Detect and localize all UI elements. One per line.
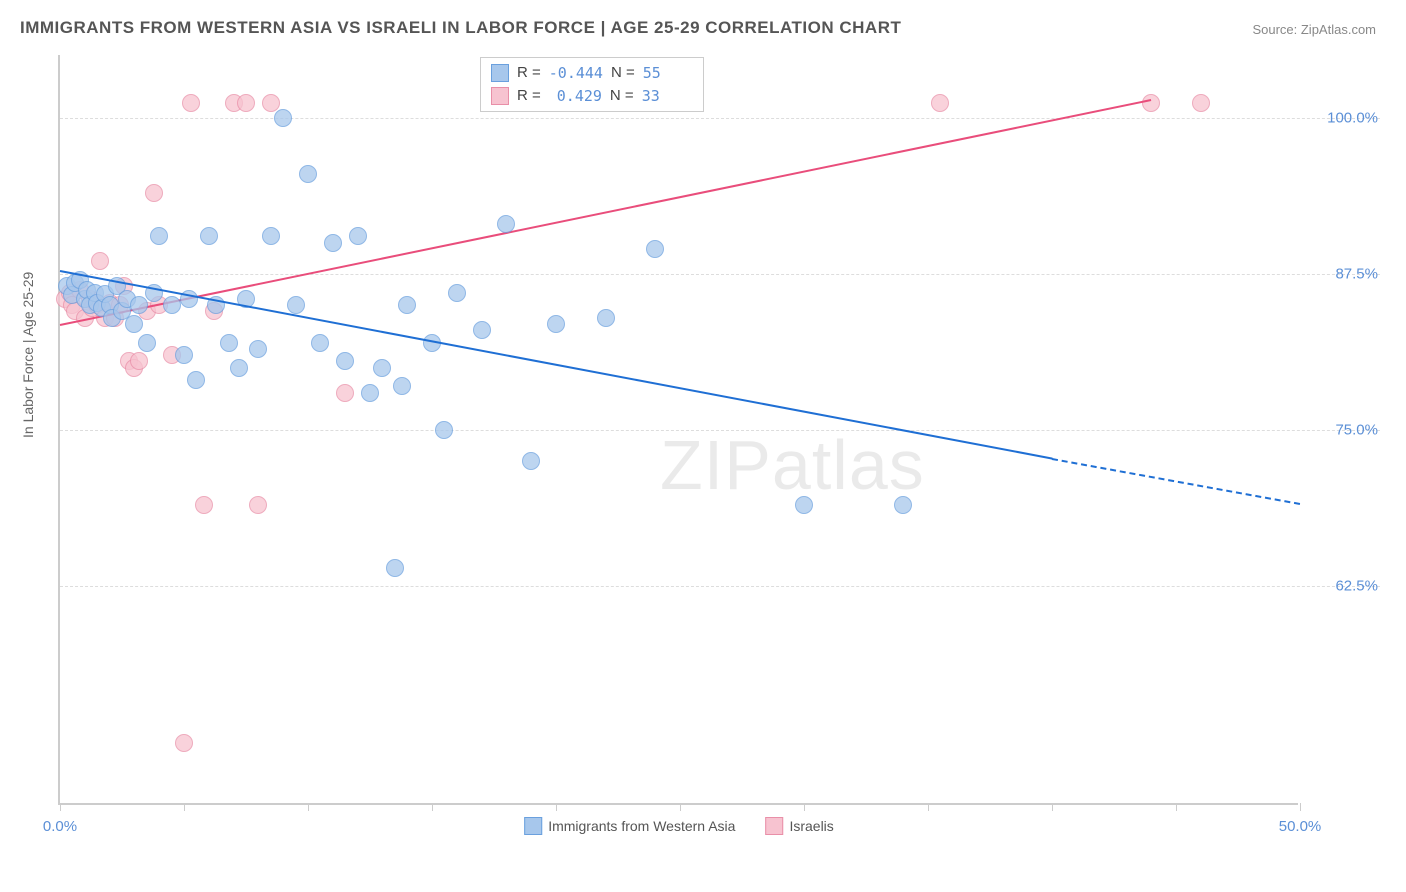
legend-row-series1: R = -0.444 N = 55 xyxy=(491,62,693,85)
scatter-point-series1 xyxy=(349,227,367,245)
scatter-point-series1 xyxy=(299,165,317,183)
scatter-point-series2 xyxy=(262,94,280,112)
scatter-point-series2 xyxy=(175,734,193,752)
x-tick xyxy=(308,803,309,811)
legend-label-series2: Israelis xyxy=(789,818,833,834)
y-tick-label: 87.5% xyxy=(1335,265,1378,282)
scatter-point-series1 xyxy=(311,334,329,352)
scatter-point-series1 xyxy=(200,227,218,245)
scatter-point-series2 xyxy=(1192,94,1210,112)
gridline xyxy=(60,118,1380,119)
y-tick-label: 100.0% xyxy=(1327,109,1378,126)
n-value-series2: 33 xyxy=(642,85,692,108)
trend-line xyxy=(60,270,1052,459)
scatter-point-series1 xyxy=(175,346,193,364)
legend-row-series2: R = 0.429 N = 33 xyxy=(491,85,693,108)
scatter-point-series2 xyxy=(336,384,354,402)
series-legend: Immigrants from Western Asia Israelis xyxy=(524,817,834,835)
legend-swatch-series1 xyxy=(491,64,509,82)
correlation-legend: R = -0.444 N = 55 R = 0.429 N = 33 xyxy=(480,57,704,112)
scatter-point-series1 xyxy=(130,296,148,314)
x-tick xyxy=(556,803,557,811)
scatter-point-series2 xyxy=(130,352,148,370)
x-tick xyxy=(432,803,433,811)
x-tick xyxy=(804,803,805,811)
y-tick-label: 75.0% xyxy=(1335,422,1378,439)
scatter-point-series1 xyxy=(448,284,466,302)
scatter-point-series1 xyxy=(336,352,354,370)
scatter-point-series1 xyxy=(150,227,168,245)
n-value-series1: 55 xyxy=(643,62,693,85)
scatter-point-series1 xyxy=(522,452,540,470)
scatter-point-series2 xyxy=(1142,94,1160,112)
gridline xyxy=(60,430,1380,431)
scatter-point-series1 xyxy=(262,227,280,245)
scatter-point-series1 xyxy=(473,321,491,339)
r-value-series1: -0.444 xyxy=(549,62,603,85)
scatter-point-series1 xyxy=(547,315,565,333)
y-tick-label: 62.5% xyxy=(1335,578,1378,595)
scatter-point-series1 xyxy=(274,109,292,127)
scatter-point-series1 xyxy=(187,371,205,389)
r-value-series2: 0.429 xyxy=(549,85,602,108)
source-attribution: Source: ZipAtlas.com xyxy=(1252,22,1376,37)
scatter-point-series1 xyxy=(220,334,238,352)
scatter-point-series1 xyxy=(795,496,813,514)
scatter-point-series1 xyxy=(646,240,664,258)
x-tick xyxy=(184,803,185,811)
scatter-point-series1 xyxy=(386,559,404,577)
legend-swatch-series1 xyxy=(524,817,542,835)
legend-label-series1: Immigrants from Western Asia xyxy=(548,818,735,834)
legend-swatch-series2 xyxy=(765,817,783,835)
x-tick xyxy=(1300,803,1301,811)
gridline xyxy=(60,274,1380,275)
trend-line xyxy=(60,99,1152,326)
scatter-point-series2 xyxy=(182,94,200,112)
scatter-point-series1 xyxy=(393,377,411,395)
trend-line xyxy=(1052,458,1300,505)
r-label: R = xyxy=(517,85,541,108)
scatter-point-series1 xyxy=(361,384,379,402)
scatter-point-series2 xyxy=(237,94,255,112)
watermark: ZIPatlas xyxy=(660,425,925,505)
r-label: R = xyxy=(517,62,541,85)
x-tick xyxy=(1052,803,1053,811)
scatter-point-series2 xyxy=(145,184,163,202)
scatter-point-series1 xyxy=(163,296,181,314)
x-tick xyxy=(60,803,61,811)
x-tick xyxy=(680,803,681,811)
scatter-point-series1 xyxy=(398,296,416,314)
scatter-point-series2 xyxy=(195,496,213,514)
scatter-point-series1 xyxy=(435,421,453,439)
scatter-point-series1 xyxy=(249,340,267,358)
gridline xyxy=(60,586,1380,587)
scatter-point-series2 xyxy=(249,496,267,514)
scatter-point-series1 xyxy=(894,496,912,514)
x-tick-label: 0.0% xyxy=(43,818,77,835)
scatter-point-series1 xyxy=(597,309,615,327)
scatter-point-series1 xyxy=(287,296,305,314)
scatter-point-series2 xyxy=(91,252,109,270)
legend-item-series2: Israelis xyxy=(765,817,833,835)
scatter-point-series1 xyxy=(497,215,515,233)
scatter-point-series1 xyxy=(125,315,143,333)
legend-swatch-series2 xyxy=(491,87,509,105)
n-label: N = xyxy=(610,85,634,108)
y-axis-label: In Labor Force | Age 25-29 xyxy=(20,272,36,438)
scatter-point-series2 xyxy=(931,94,949,112)
scatter-point-series1 xyxy=(230,359,248,377)
x-tick-label: 50.0% xyxy=(1279,818,1322,835)
x-tick xyxy=(928,803,929,811)
scatter-chart: ZIPatlas R = -0.444 N = 55 R = 0.429 N =… xyxy=(58,55,1298,805)
n-label: N = xyxy=(611,62,635,85)
legend-item-series1: Immigrants from Western Asia xyxy=(524,817,735,835)
scatter-point-series1 xyxy=(324,234,342,252)
scatter-point-series1 xyxy=(138,334,156,352)
scatter-point-series1 xyxy=(373,359,391,377)
x-tick xyxy=(1176,803,1177,811)
chart-title: IMMIGRANTS FROM WESTERN ASIA VS ISRAELI … xyxy=(20,18,901,38)
